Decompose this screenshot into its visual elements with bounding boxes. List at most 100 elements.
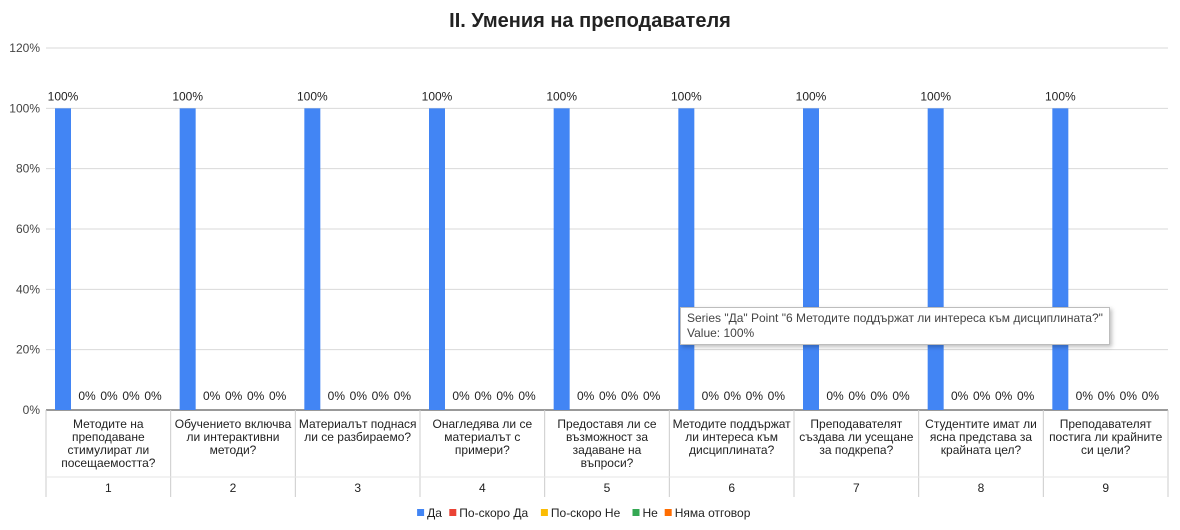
- legend-item[interactable]: По-скоро Не: [540, 506, 621, 520]
- y-tick-label: 100%: [9, 101, 40, 115]
- legend-swatch: [664, 509, 672, 516]
- category-label: Методите поддържат ли интереса към дисципл…: [673, 417, 792, 457]
- bar-value-label: 0%: [768, 389, 786, 403]
- bar-value-label: 0%: [247, 389, 265, 403]
- bar-da[interactable]: [429, 108, 445, 410]
- category-number: 9: [1102, 481, 1109, 495]
- bar-value-label: 0%: [452, 389, 470, 403]
- bar-value-label: 0%: [826, 389, 844, 403]
- bar-value-label: 0%: [1076, 389, 1094, 403]
- category-label: Предоставя ли се възможност за задаване на…: [557, 417, 657, 470]
- bar-value-label: 0%: [702, 389, 720, 403]
- y-tick-label: 60%: [16, 222, 40, 236]
- bar-value-label: 0%: [870, 389, 888, 403]
- tooltip-value: Value: 100%: [687, 326, 755, 340]
- category-label: Обучението включва ли интерактивни методи?: [175, 417, 292, 457]
- category-number: 6: [728, 481, 735, 495]
- tooltip: Series "Да" Point "6 Методите поддържат …: [680, 307, 1110, 345]
- category-number: 2: [230, 481, 237, 495]
- bar-da[interactable]: [553, 108, 570, 410]
- legend-label: Да: [427, 506, 442, 520]
- gridlines: [46, 47, 1168, 411]
- bar-da[interactable]: [179, 108, 196, 410]
- legend-label: Няма отговор: [675, 506, 751, 520]
- bar-value-label: 0%: [328, 389, 346, 403]
- bar-value-label: 0%: [1142, 389, 1160, 403]
- bar-value-label: 0%: [1120, 389, 1138, 403]
- legend-item[interactable]: По-скоро Да: [449, 506, 528, 520]
- bar-value-label: 0%: [973, 389, 991, 403]
- y-tick-label: 120%: [9, 41, 40, 55]
- bar-value-label: 100%: [48, 89, 79, 103]
- category-label: Преподавателят създава ли усещане за подкр…: [799, 417, 913, 457]
- category-number: 1: [105, 481, 112, 495]
- bar-value-label: 0%: [269, 389, 287, 403]
- bar-value-label: 100%: [671, 89, 702, 103]
- y-tick-label: 0%: [23, 403, 41, 417]
- bar-value-label: 0%: [1017, 389, 1035, 403]
- tooltip-series-point: Series "Да" Point "6 Методите поддържат …: [687, 311, 1103, 325]
- bar-value-label: 100%: [920, 89, 951, 103]
- legend-label: Не: [643, 506, 659, 520]
- bar-value-label: 100%: [172, 89, 203, 103]
- bar-value-label: 100%: [796, 89, 827, 103]
- bar-value-label: 0%: [1098, 389, 1116, 403]
- bar-value-label: 0%: [100, 389, 118, 403]
- data-labels: 100% 0% 0% 0% 0% 100% 0% 0% 0% 0% 100% 0% 0% 0% 0% 100%…: [48, 89, 1160, 403]
- category-number: 4: [479, 481, 486, 495]
- bar-value-label: 0%: [577, 389, 595, 403]
- y-tick-label: 20%: [16, 343, 40, 357]
- bar-value-label: 0%: [951, 389, 969, 403]
- bar-value-label: 100%: [422, 89, 453, 103]
- category-number: 8: [978, 481, 985, 495]
- legend-label: По-скоро Не: [551, 506, 621, 520]
- legend-item[interactable]: Не: [632, 506, 659, 520]
- category-number: 7: [853, 481, 860, 495]
- bar-value-label: 0%: [122, 389, 140, 403]
- chart-title: II. Умения на преподавателя: [449, 10, 731, 32]
- bar-value-label: 0%: [518, 389, 536, 403]
- legend-item[interactable]: Да: [417, 506, 442, 520]
- category-label: Онагледява ли се материалът с примери?: [433, 417, 533, 457]
- category-label: Методите на преподаване стимулират ли посещ…: [61, 417, 156, 470]
- y-tick-label: 80%: [16, 162, 40, 176]
- category-label: Материалът поднася ли се разбираемо?: [299, 417, 417, 444]
- bar-value-label: 0%: [225, 389, 243, 403]
- legend-swatch: [540, 509, 548, 516]
- bar-value-label: 0%: [474, 389, 492, 403]
- x-axis-categories: Методите на преподаване стимулират ли посещ…: [45, 410, 1169, 497]
- bar-value-label: 100%: [297, 89, 328, 103]
- bar-value-label: 0%: [643, 389, 661, 403]
- bar-da[interactable]: [803, 108, 819, 410]
- category-number: 5: [604, 481, 611, 495]
- bar-value-label: 0%: [78, 389, 96, 403]
- bar-value-label: 0%: [496, 389, 514, 403]
- bar-da[interactable]: [55, 108, 71, 410]
- legend-swatch: [449, 509, 457, 516]
- bar-value-label: 0%: [372, 389, 390, 403]
- legend[interactable]: Да По-скоро Да По-скоро Не Не Няма отговор: [417, 506, 751, 520]
- bar-value-label: 0%: [350, 389, 368, 403]
- bar-value-label: 0%: [995, 389, 1013, 403]
- legend-swatch: [417, 509, 425, 516]
- bar-da[interactable]: [678, 108, 695, 410]
- bar-da[interactable]: [927, 108, 944, 410]
- bar-value-label: 100%: [546, 89, 577, 103]
- bar-value-label: 0%: [746, 389, 764, 403]
- bar-value-label: 0%: [394, 389, 412, 403]
- bar-value-label: 0%: [621, 389, 639, 403]
- bar-value-label: 100%: [1045, 89, 1076, 103]
- legend-label: По-скоро Да: [459, 506, 528, 520]
- bar-value-label: 0%: [892, 389, 910, 403]
- bar-da[interactable]: [1052, 108, 1069, 410]
- legend-item[interactable]: Няма отговор: [664, 506, 751, 520]
- bar-value-label: 0%: [599, 389, 617, 403]
- bars[interactable]: [55, 108, 1069, 410]
- bar-value-label: 0%: [144, 389, 162, 403]
- category-number: 3: [354, 481, 361, 495]
- category-label: Преподавателят постига ли крайните си цели…: [1049, 417, 1163, 457]
- category-label: Студентите имат ли ясна представа за крайн…: [925, 417, 1037, 457]
- bar-da[interactable]: [304, 108, 321, 410]
